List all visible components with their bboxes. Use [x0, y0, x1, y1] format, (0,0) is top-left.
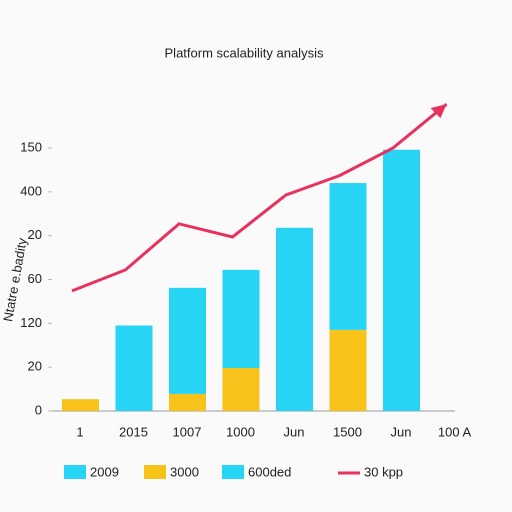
x-tick-label: 2015	[119, 424, 148, 439]
legend-label: 3000	[170, 464, 199, 479]
y-tick-label: 400	[20, 183, 42, 198]
bar	[169, 393, 206, 411]
legend-label: 2009	[90, 464, 119, 479]
legend-label: 30 kpp	[364, 464, 403, 479]
y-tick-label: 120	[20, 315, 42, 330]
bar	[62, 399, 99, 411]
legend-swatch	[64, 465, 86, 479]
legend-label: 600ded	[248, 464, 291, 479]
legend-swatch	[222, 465, 244, 479]
legend-swatch	[144, 465, 166, 479]
x-tick-label: 1	[76, 424, 83, 439]
y-axis-label: Ntatre e.badity	[0, 236, 30, 322]
bar	[169, 287, 206, 394]
x-tick-label: 1500	[333, 424, 362, 439]
trend-line	[71, 103, 448, 293]
arrow-head	[430, 104, 447, 119]
bar	[329, 183, 367, 330]
bar	[115, 325, 153, 411]
y-tick-label: 20	[28, 227, 42, 242]
y-tick-label: 150	[20, 139, 42, 154]
chart-title: Platform scalability analysis	[165, 45, 324, 60]
bar	[222, 368, 260, 411]
bar	[329, 329, 367, 411]
x-tick-label: 1000	[226, 424, 255, 439]
x-tick-label: Jun	[284, 424, 305, 439]
bar	[383, 149, 420, 411]
x-tick-label: 100 A	[438, 424, 472, 439]
y-tick-label: 0	[35, 402, 42, 417]
bar	[222, 269, 260, 369]
y-tick-label: 60	[28, 271, 42, 286]
y-tick-label: 20	[28, 359, 42, 374]
x-tick-label: 1007	[173, 424, 202, 439]
bar	[276, 227, 313, 411]
x-tick-label: Jun	[391, 424, 412, 439]
